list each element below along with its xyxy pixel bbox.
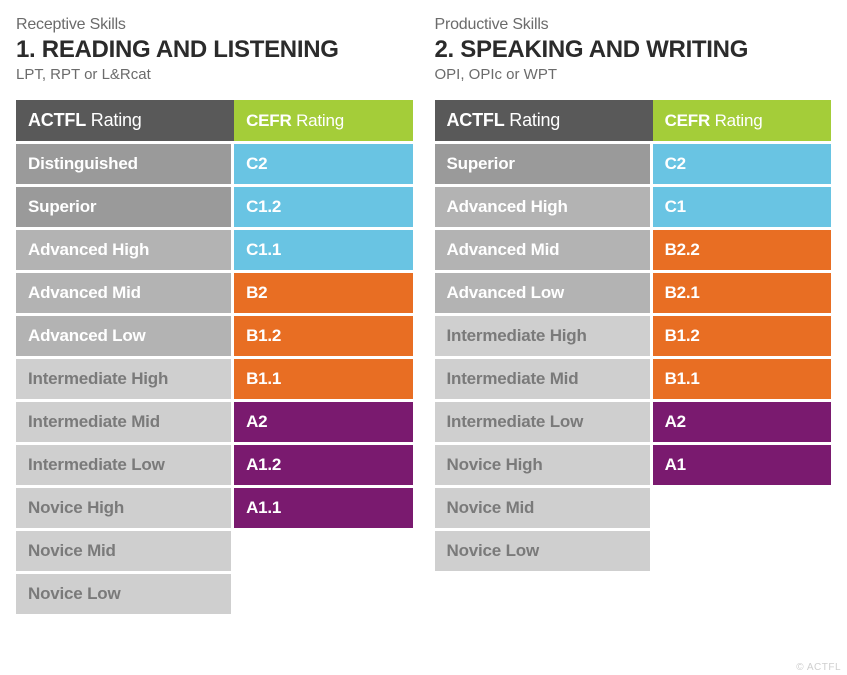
actfl-cell: Novice Mid	[435, 488, 653, 528]
actfl-cell: Advanced Low	[16, 316, 234, 356]
table-row: Advanced LowB1.2	[16, 316, 413, 356]
panel-productive: Productive Skills 2. SPEAKING AND WRITIN…	[435, 16, 832, 617]
table-row: Advanced MidB2	[16, 273, 413, 313]
cefr-cell: A1.1	[234, 488, 412, 528]
table-row: Intermediate LowA1.2	[16, 445, 413, 485]
eyebrow: Receptive Skills	[16, 16, 413, 34]
table-row: Novice Low	[435, 531, 832, 571]
heading: 1. READING AND LISTENING	[16, 36, 413, 64]
rating-table-receptive: ACTFL Rating CEFR Rating DistinguishedC2…	[16, 97, 413, 617]
cefr-cell: C1.1	[234, 230, 412, 270]
actfl-cell: Novice Low	[435, 531, 653, 571]
cefr-cell	[653, 531, 831, 571]
table-row: Intermediate HighB1.1	[16, 359, 413, 399]
cefr-cell: C2	[653, 144, 831, 184]
table-row: SuperiorC1.2	[16, 187, 413, 227]
cefr-cell: B1.2	[234, 316, 412, 356]
table-row: DistinguishedC2	[16, 144, 413, 184]
cefr-cell: B2.1	[653, 273, 831, 313]
actfl-cell: Intermediate High	[435, 316, 653, 356]
col-header-cefr: CEFR Rating	[234, 100, 412, 141]
table-row: Advanced LowB2.1	[435, 273, 832, 313]
cefr-cell: B1.2	[653, 316, 831, 356]
col-header-actfl: ACTFL Rating	[16, 100, 234, 141]
table-row: Advanced HighC1.1	[16, 230, 413, 270]
tables-wrap: Receptive Skills 1. READING AND LISTENIN…	[16, 16, 831, 617]
actfl-cell: Superior	[16, 187, 234, 227]
cefr-cell: A1.2	[234, 445, 412, 485]
actfl-cell: Superior	[435, 144, 653, 184]
actfl-cell: Intermediate Low	[16, 445, 234, 485]
subheading: LPT, RPT or L&Rcat	[16, 66, 413, 83]
panel-receptive: Receptive Skills 1. READING AND LISTENIN…	[16, 16, 413, 617]
actfl-cell: Advanced Mid	[16, 273, 234, 313]
actfl-cell: Advanced High	[16, 230, 234, 270]
actfl-cell: Intermediate Low	[435, 402, 653, 442]
cefr-cell	[234, 574, 412, 614]
actfl-cell: Novice Low	[16, 574, 234, 614]
actfl-cell: Novice Mid	[16, 531, 234, 571]
cefr-cell: A2	[234, 402, 412, 442]
table-row: Advanced MidB2.2	[435, 230, 832, 270]
actfl-cell: Intermediate Mid	[435, 359, 653, 399]
rating-table-productive: ACTFL Rating CEFR Rating SuperiorC2Advan…	[435, 97, 832, 574]
cefr-cell: A1	[653, 445, 831, 485]
eyebrow: Productive Skills	[435, 16, 832, 34]
table-row: Novice Low	[16, 574, 413, 614]
col-header-cefr: CEFR Rating	[653, 100, 831, 141]
cefr-cell: C2	[234, 144, 412, 184]
table-row: Novice Mid	[435, 488, 832, 528]
cefr-cell	[653, 488, 831, 528]
actfl-cell: Advanced Low	[435, 273, 653, 313]
cefr-cell: B1.1	[234, 359, 412, 399]
table-row: Intermediate MidA2	[16, 402, 413, 442]
table-row: Novice Mid	[16, 531, 413, 571]
tbody-receptive: DistinguishedC2SuperiorC1.2Advanced High…	[16, 144, 413, 614]
actfl-cell: Novice High	[16, 488, 234, 528]
cefr-cell: B1.1	[653, 359, 831, 399]
table-row: SuperiorC2	[435, 144, 832, 184]
watermark: © ACTFL	[796, 662, 841, 673]
cefr-cell	[234, 531, 412, 571]
table-row: Novice HighA1.1	[16, 488, 413, 528]
cefr-cell: B2.2	[653, 230, 831, 270]
cefr-cell: C1.2	[234, 187, 412, 227]
subheading: OPI, OPIc or WPT	[435, 66, 832, 83]
table-row: Intermediate LowA2	[435, 402, 832, 442]
table-row: Novice HighA1	[435, 445, 832, 485]
table-row: Intermediate MidB1.1	[435, 359, 832, 399]
actfl-cell: Novice High	[435, 445, 653, 485]
actfl-cell: Advanced High	[435, 187, 653, 227]
actfl-cell: Distinguished	[16, 144, 234, 184]
table-row: Advanced HighC1	[435, 187, 832, 227]
tbody-productive: SuperiorC2Advanced HighC1Advanced MidB2.…	[435, 144, 832, 571]
cefr-cell: B2	[234, 273, 412, 313]
col-header-actfl: ACTFL Rating	[435, 100, 653, 141]
actfl-cell: Intermediate Mid	[16, 402, 234, 442]
cefr-cell: A2	[653, 402, 831, 442]
table-row: Intermediate HighB1.2	[435, 316, 832, 356]
cefr-cell: C1	[653, 187, 831, 227]
actfl-cell: Advanced Mid	[435, 230, 653, 270]
heading: 2. SPEAKING AND WRITING	[435, 36, 832, 64]
actfl-cell: Intermediate High	[16, 359, 234, 399]
